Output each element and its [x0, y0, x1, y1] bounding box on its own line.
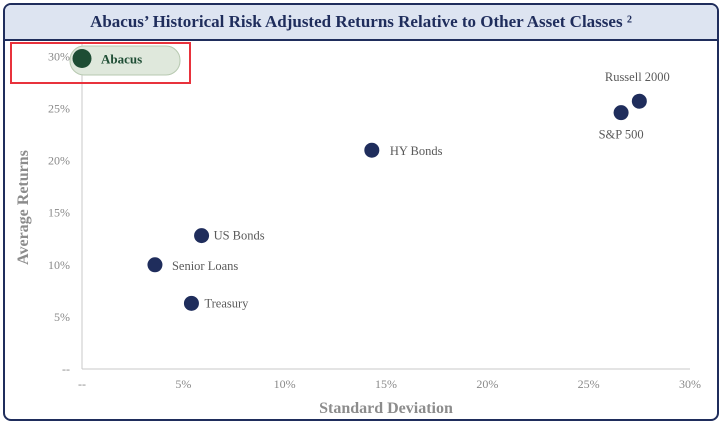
- x-tick-label: 25%: [578, 377, 600, 391]
- data-label-s-p-500: S&P 500: [599, 128, 644, 142]
- chart-title: Abacus’ Historical Risk Adjusted Returns…: [90, 12, 632, 31]
- data-point-us-bonds: [194, 228, 210, 244]
- y-axis-title: Average Returns: [15, 150, 32, 265]
- data-point-hy-bonds: [364, 142, 380, 158]
- chart-title-bar: Abacus’ Historical Risk Adjusted Returns…: [5, 5, 717, 41]
- x-tick-label: 5%: [175, 377, 191, 391]
- y-tick-label: 20%: [48, 154, 70, 168]
- data-point-s-p-500: [613, 105, 629, 121]
- x-tick-label: --: [78, 377, 86, 391]
- data-label-abacus: Abacus: [101, 52, 142, 67]
- abacus-highlight-box: [10, 42, 191, 84]
- x-tick-label: 20%: [476, 377, 498, 391]
- y-tick-label: 15%: [48, 206, 70, 220]
- y-tick-label: 25%: [48, 102, 70, 116]
- y-tick-label: --: [62, 362, 70, 376]
- data-label-hy-bonds: HY Bonds: [390, 144, 443, 158]
- data-point-abacus: [72, 49, 92, 69]
- y-tick-label: 10%: [48, 258, 70, 272]
- x-tick-label: 15%: [375, 377, 397, 391]
- data-label-russell-2000: Russell 2000: [605, 70, 670, 84]
- data-point-senior-loans: [147, 257, 163, 273]
- x-axis-title: Standard Deviation: [319, 400, 453, 417]
- data-point-russell-2000: [631, 93, 647, 109]
- y-tick-label: 30%: [48, 49, 70, 63]
- x-tick-label: 30%: [679, 377, 701, 391]
- data-point-treasury: [183, 295, 199, 311]
- abacus-highlight-pill: [69, 45, 181, 76]
- data-label-treasury: Treasury: [204, 296, 249, 310]
- data-label-us-bonds: US Bonds: [214, 229, 265, 243]
- x-tick-label: 10%: [274, 377, 296, 391]
- y-tick-label: 5%: [54, 310, 70, 324]
- data-label-senior-loans: Senior Loans: [172, 259, 238, 273]
